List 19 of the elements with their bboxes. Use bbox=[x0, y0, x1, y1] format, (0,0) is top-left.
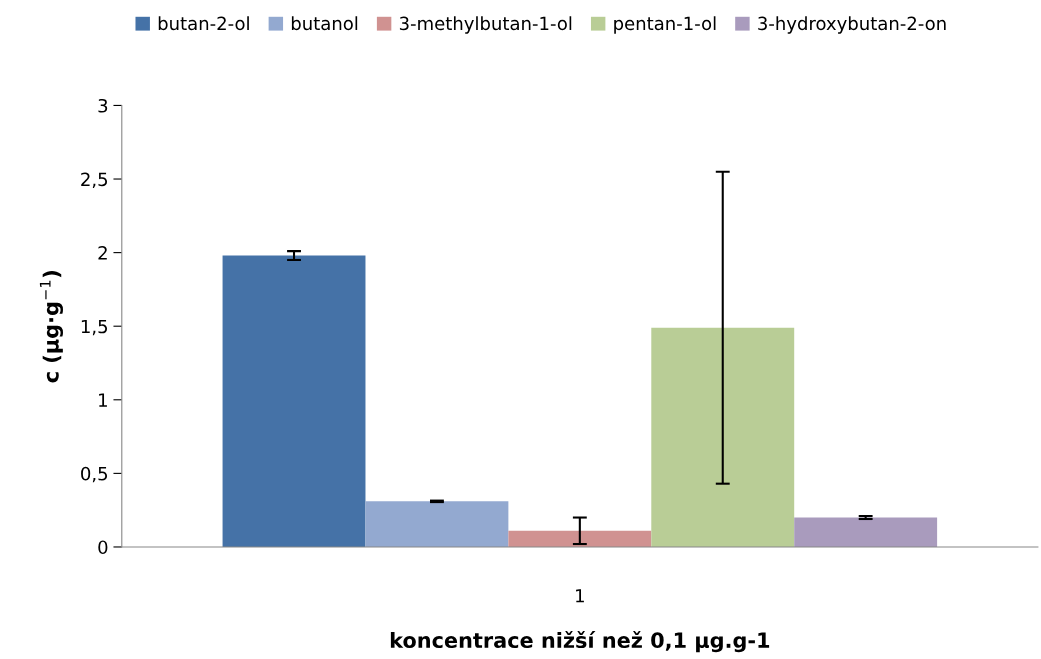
y-axis-title: c (µg·g$^{−1}$) bbox=[39, 271, 63, 383]
y-tick-label: 0,5 bbox=[81, 466, 108, 483]
bar bbox=[365, 501, 509, 547]
bar bbox=[651, 327, 795, 547]
y-tick-label: 1,5 bbox=[81, 319, 108, 336]
bar bbox=[794, 517, 938, 547]
legend-label: butan-2-ol bbox=[158, 16, 249, 31]
y-tick-label: 1 bbox=[99, 393, 107, 407]
y-tick-label: 3 bbox=[98, 98, 108, 113]
y-tick-label: 0 bbox=[98, 540, 108, 555]
legend-label: 3-hydroxybutan-2-on bbox=[758, 16, 946, 34]
x-axis-title: koncentrace nižší než 0,1 µg.g-1 bbox=[390, 631, 770, 653]
bar bbox=[222, 255, 366, 547]
legend-label: pentan-1-ol bbox=[614, 16, 716, 34]
legend-label: butanol bbox=[291, 16, 358, 31]
y-tick-label: 2,5 bbox=[81, 172, 108, 188]
bar bbox=[508, 530, 652, 547]
legend-label: 3-methylbutan-1-ol bbox=[399, 16, 572, 34]
y-tick-label: 2 bbox=[98, 246, 107, 260]
